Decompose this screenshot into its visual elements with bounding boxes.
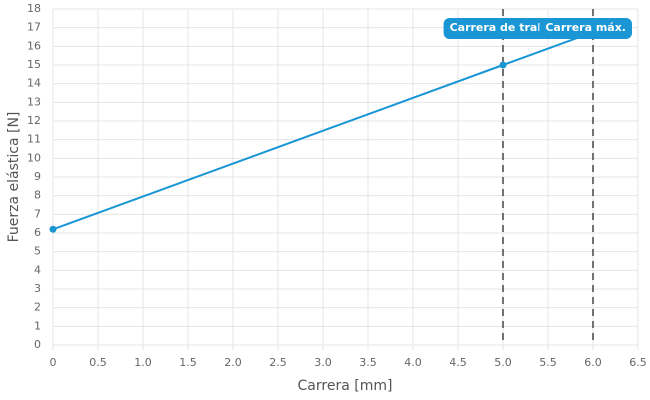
x-tick-label: 5.0 [494,356,512,369]
y-tick-label: 18 [27,2,41,15]
y-tick-label: 16 [27,39,41,52]
annotation-box [539,18,632,39]
y-tick-label: 13 [27,95,41,108]
x-tick-label: 6.5 [629,356,647,369]
y-tick-label: 7 [34,207,41,220]
x-tick-label: 4.5 [449,356,467,369]
y-tick-label: 14 [27,77,41,90]
x-tick-label: 1.0 [134,356,152,369]
x-tick-label: 1.5 [179,356,197,369]
data-point [49,225,57,233]
y-tick-label: 1 [34,319,41,332]
y-tick-label: 15 [27,58,41,71]
y-tick-label: 5 [34,245,41,258]
y-tick-label: 4 [34,263,41,276]
y-tick-label: 3 [34,282,41,295]
x-tick-label: 0 [50,356,57,369]
annotation: Carrera máx. [539,18,632,39]
y-tick-label: 12 [27,114,41,127]
x-axis-title: Carrera [mm] [298,378,393,394]
y-tick-label: 2 [34,301,41,314]
y-tick-label: 11 [27,133,41,146]
annotation: Carrera de trabaj [443,18,563,39]
data-point [499,61,507,69]
y-tick-label: 6 [34,226,41,239]
x-tick-label: 5.5 [539,356,557,369]
x-tick-label: 2.0 [224,356,242,369]
x-tick-label: 3.0 [314,356,332,369]
annotation-box [443,18,563,39]
x-tick-label: 3.5 [359,356,377,369]
y-axis-title: Fuerza elástica [N] [6,112,22,243]
x-tick-label: 4.0 [404,356,422,369]
y-tick-label: 9 [34,170,41,183]
x-tick-label: 0.5 [89,356,107,369]
y-tick-label: 10 [27,151,41,164]
y-tick-label: 17 [27,21,41,34]
x-tick-label: 2.5 [269,356,287,369]
annotation-label: Carrera de trabaj [450,21,557,34]
annotation-label: Carrera máx. [545,21,626,34]
x-tick-label: 6.0 [584,356,602,369]
y-tick-label: 8 [34,189,41,202]
y-tick-label: 0 [34,338,41,351]
